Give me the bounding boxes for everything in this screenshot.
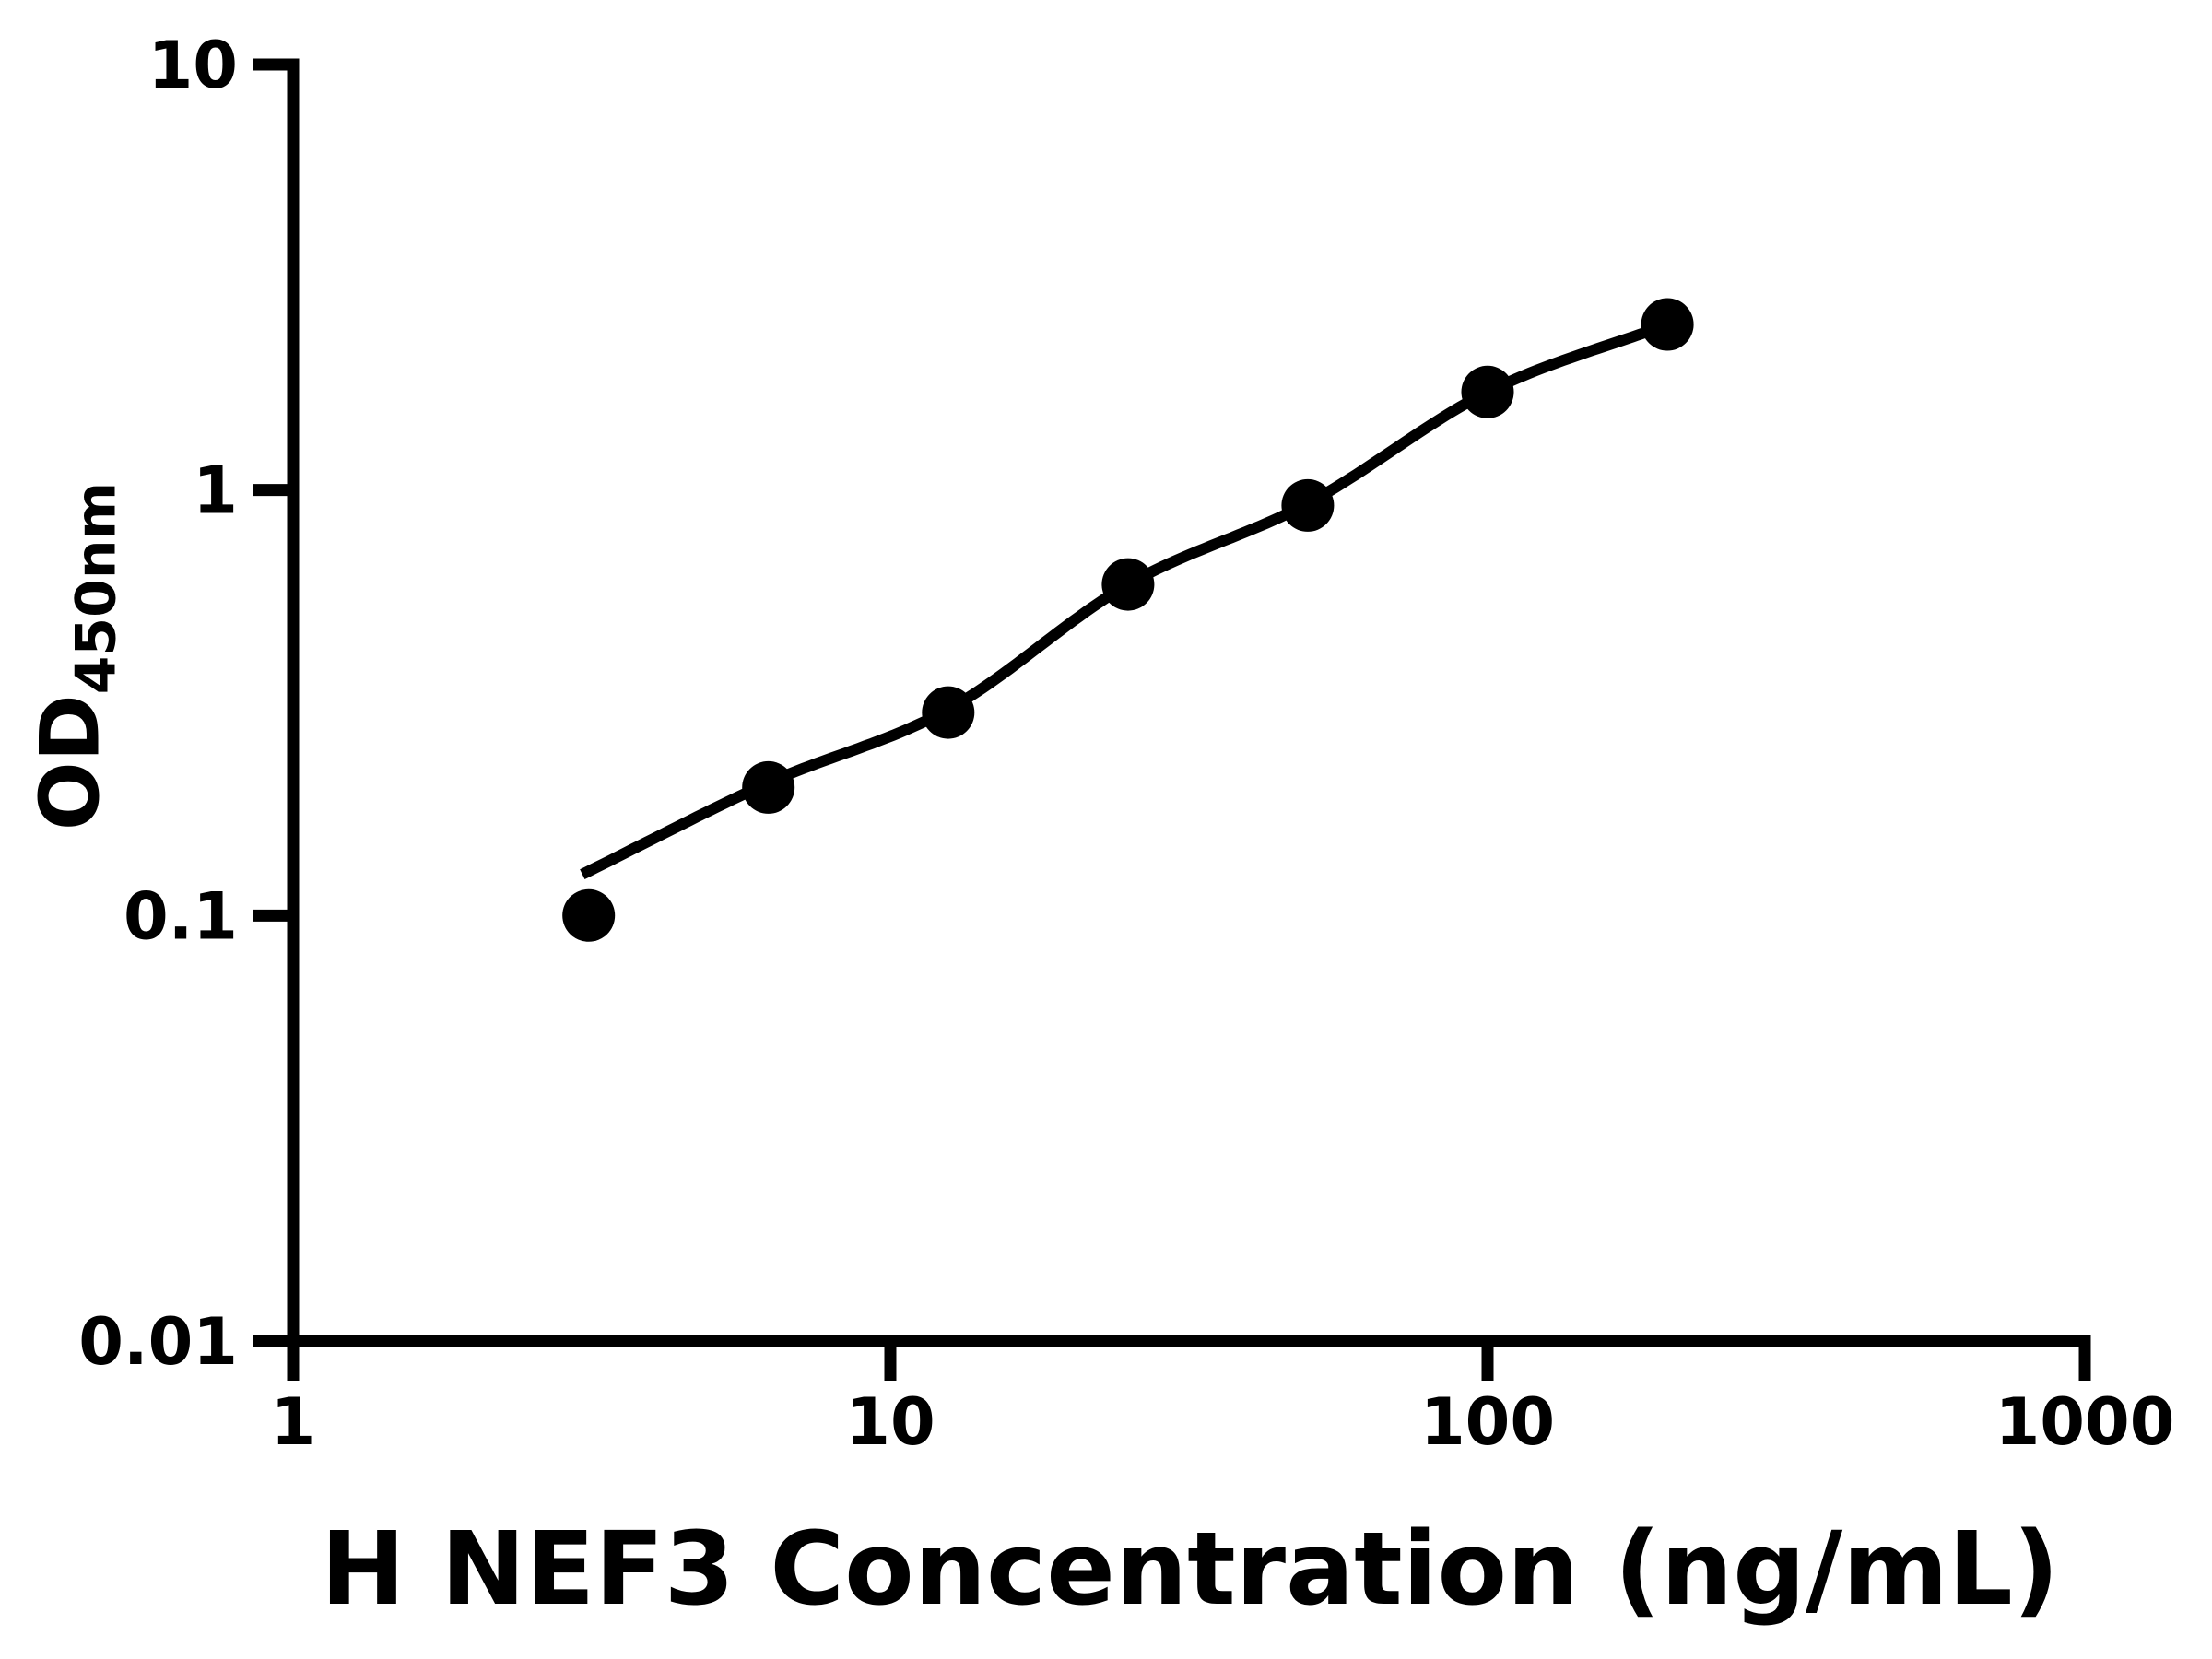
x-ticks: [287, 1341, 2091, 1381]
y-tick-label: 10: [148, 28, 238, 103]
y-tick-label: 0.1: [124, 878, 238, 954]
data-point-marker: [1641, 298, 1694, 351]
y-tick-labels: 10 1 0.1 0.01: [78, 28, 238, 1380]
y-axis-title: OD450nm: [23, 482, 129, 830]
x-tick-labels: 1 10 100 1000: [271, 1384, 2175, 1460]
y-tick-label: 0.01: [78, 1304, 238, 1380]
x-axis-title: H NEF3 Concentration (ng/mL): [320, 1510, 2060, 1628]
data-point-marker: [742, 760, 795, 814]
x-tick-label: 100: [1420, 1384, 1555, 1460]
x-tick-label: 10: [845, 1384, 935, 1460]
y-tick-label: 1: [193, 453, 238, 529]
y-axis-title-main: OD: [22, 694, 118, 831]
y-axis-title-subscript: 450nm: [64, 481, 129, 695]
data-point-marker: [922, 686, 975, 739]
data-point-marker: [1101, 558, 1155, 611]
x-tick-label: 1: [271, 1384, 316, 1460]
data-point-marker: [1461, 365, 1514, 418]
data-point-marker: [562, 888, 616, 942]
data-point-marker: [1281, 478, 1335, 532]
x-tick-label: 1000: [1995, 1384, 2175, 1460]
data-points: [562, 298, 1694, 942]
